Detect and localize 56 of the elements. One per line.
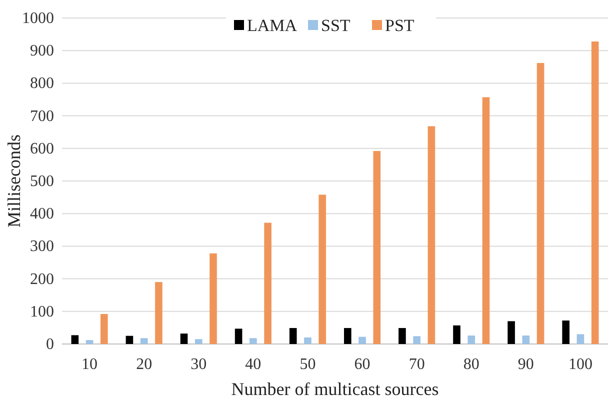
bar [318, 194, 326, 344]
x-axis-title: Number of multicast sources [231, 379, 439, 399]
y-tick-label: 200 [30, 270, 54, 288]
bar [358, 336, 366, 344]
y-tick-label: 1000 [22, 10, 54, 27]
x-tick-label: 30 [190, 356, 207, 373]
bar [428, 126, 436, 344]
bar [250, 338, 257, 344]
bar [86, 340, 94, 344]
x-tick-label: 50 [300, 356, 316, 373]
bar [562, 320, 570, 344]
bar [126, 336, 134, 344]
bar [344, 328, 352, 344]
y-tick-label: 0 [46, 336, 54, 353]
y-tick-label: 900 [30, 42, 54, 60]
y-tick-label: 300 [30, 238, 54, 256]
y-tick-label: 100 [30, 303, 54, 320]
x-tick-label: 80 [463, 356, 480, 373]
x-tick-label: 20 [136, 356, 152, 373]
bar [140, 338, 148, 344]
legend-label: SST [321, 16, 351, 35]
x-tick-label: 60 [354, 356, 370, 373]
bar [194, 339, 202, 344]
y-tick-label: 400 [30, 206, 54, 223]
bar [155, 282, 162, 344]
y-tick-label: 500 [30, 173, 54, 190]
bar [71, 335, 79, 344]
bar [576, 334, 584, 344]
x-tick-label: 40 [245, 356, 262, 373]
bar [453, 325, 460, 344]
bar [413, 336, 420, 344]
bar [591, 41, 599, 344]
y-axis-title: Milliseconds [4, 134, 24, 228]
y-tick-label: 700 [30, 108, 54, 125]
bar [304, 337, 312, 344]
y-tick-label: 800 [30, 75, 54, 92]
x-tick-label: 10 [82, 356, 98, 373]
bar [373, 151, 381, 344]
bar [264, 222, 272, 344]
bar [398, 328, 406, 344]
legend-label: PST [385, 16, 415, 35]
bar [210, 253, 217, 344]
bar [508, 321, 515, 344]
x-tick-label: 90 [518, 356, 534, 373]
bar [180, 334, 188, 344]
legend-label: LAMA [247, 16, 298, 35]
bar [482, 97, 490, 344]
bar [289, 328, 297, 344]
bar [468, 336, 476, 344]
bar [234, 328, 242, 344]
bar [100, 314, 108, 344]
y-tick-label: 600 [30, 140, 54, 158]
x-tick-label: 70 [408, 356, 425, 373]
x-tick-label: 100 [568, 356, 592, 373]
bar [536, 62, 544, 344]
bar [522, 336, 530, 344]
